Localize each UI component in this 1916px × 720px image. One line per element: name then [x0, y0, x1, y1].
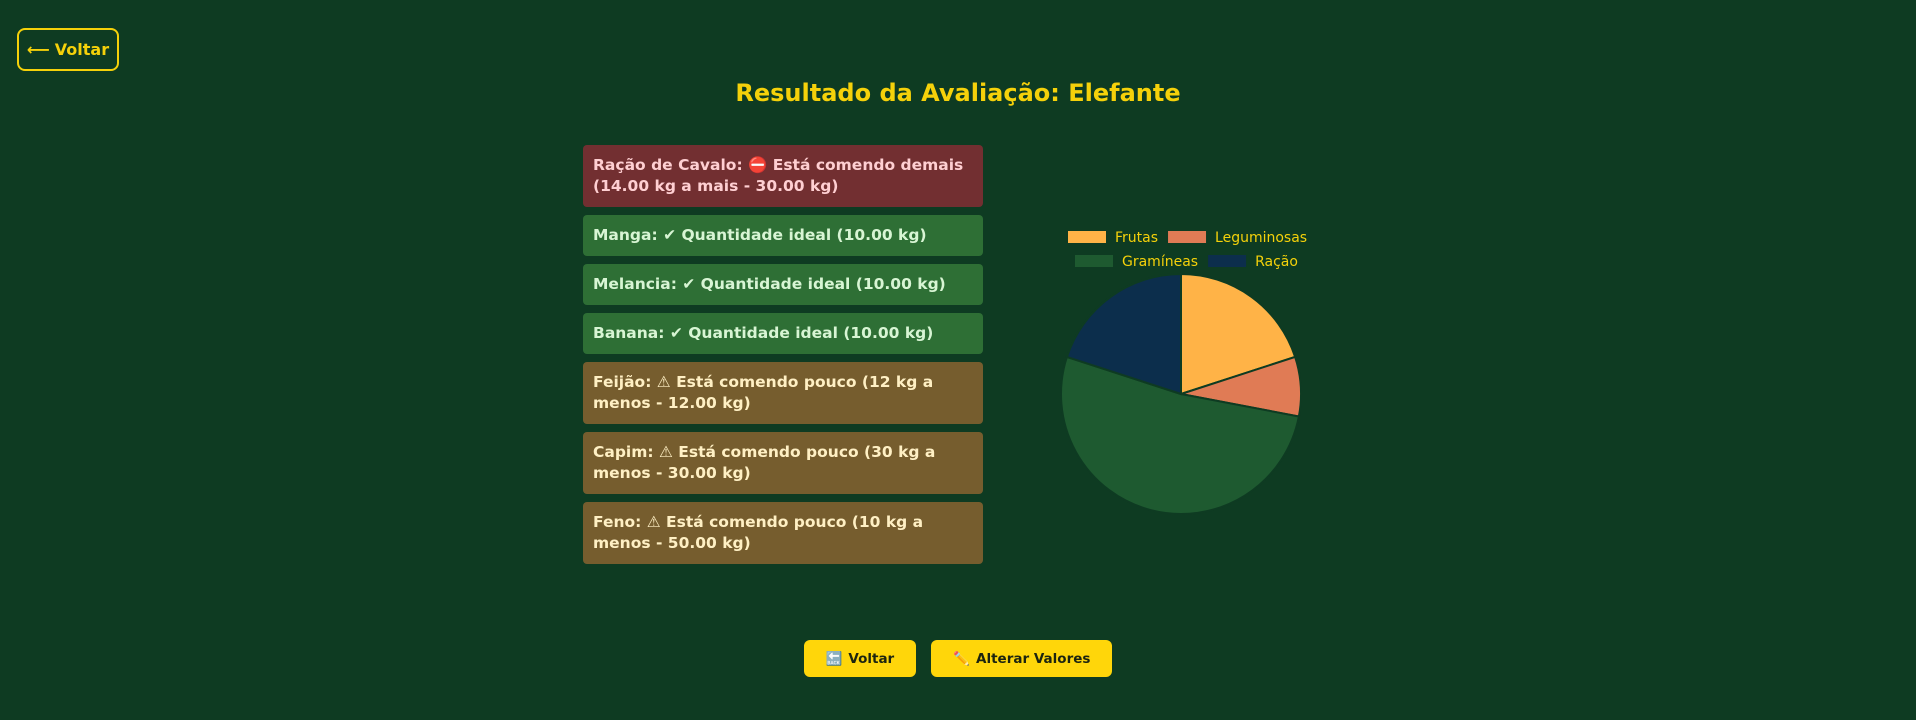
action-bar: 🔙 Voltar ✏️ Alterar Valores	[0, 640, 1916, 677]
legend-label-leguminosas[interactable]: Leguminosas	[1215, 230, 1307, 246]
pie-slices	[1060, 272, 1302, 515]
page-title: Resultado da Avaliação: Elefante	[735, 79, 1181, 107]
edit-values-button[interactable]: ✏️ Alterar Valores	[931, 640, 1113, 677]
results-list: Ração de Cavalo: ⛔ Está comendo demais (…	[583, 145, 983, 564]
back-icon: 🔙	[825, 650, 843, 667]
legend-swatch-gramineas[interactable]	[1075, 255, 1113, 267]
result-item-feijao: Feijão: ⚠ Está comendo pouco (12 kg a me…	[583, 362, 983, 424]
back-button[interactable]: ⟵ Voltar	[17, 28, 119, 71]
legend-label-gramineas[interactable]: Gramíneas	[1122, 254, 1198, 270]
pie-slice-gramineas[interactable]	[1060, 355, 1301, 515]
result-item-racao-de-cavalo: Ração de Cavalo: ⛔ Está comendo demais (…	[583, 145, 983, 207]
result-item-melancia: Melancia: ✔ Quantidade ideal (10.00 kg)	[583, 264, 983, 305]
result-item-feno: Feno: ⚠ Está comendo pouco (10 kg a meno…	[583, 502, 983, 564]
back-action-button[interactable]: 🔙 Voltar	[803, 640, 917, 677]
chart-legend: Frutas Leguminosas Gramíneas Ração	[1068, 230, 1307, 270]
result-item-banana: Banana: ✔ Quantidade ideal (10.00 kg)	[583, 313, 983, 354]
pencil-icon: ✏️	[953, 650, 971, 667]
pie-slice-frutas[interactable]	[1180, 272, 1297, 396]
legend-label-frutas[interactable]: Frutas	[1115, 230, 1158, 246]
arrow-left-icon: ⟵	[26, 40, 50, 59]
result-item-capim: Capim: ⚠ Está comendo pouco (30 kg a men…	[583, 432, 983, 494]
legend-swatch-frutas[interactable]	[1068, 231, 1106, 243]
back-action-label: Voltar	[848, 650, 895, 667]
pie-slice-racao[interactable]	[1065, 272, 1182, 396]
legend-label-racao[interactable]: Ração	[1255, 254, 1298, 270]
legend-swatch-leguminosas[interactable]	[1168, 231, 1207, 243]
legend-swatch-racao[interactable]	[1208, 255, 1247, 267]
result-item-manga: Manga: ✔ Quantidade ideal (10.00 kg)	[583, 215, 983, 256]
back-button-label: Voltar	[54, 40, 110, 59]
edit-values-label: Alterar Valores	[976, 650, 1091, 667]
pie-chart: Frutas Leguminosas Gramíneas Ração	[1060, 230, 1307, 515]
